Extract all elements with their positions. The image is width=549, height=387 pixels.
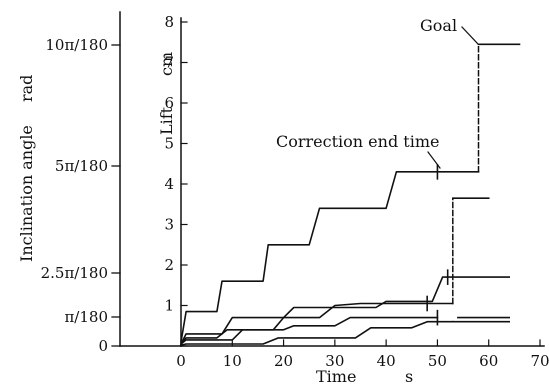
x-axis-unit: s — [405, 367, 413, 386]
annotations: Goal Correction end time — [276, 16, 479, 169]
y-tick-label: 1 — [164, 297, 174, 315]
x-tick-label: 30 — [325, 352, 344, 370]
y-axis-title: Lift — [157, 106, 176, 135]
main-axes: 1 2 3 4 5 6 7 8 0 10 20 30 40 50 60 70 Lift cm Time s — [157, 13, 549, 386]
x-tick-label: 40 — [377, 352, 396, 370]
x-tick-label: 70 — [530, 352, 549, 370]
left-tick-label: π/180 — [64, 308, 108, 326]
x-ticks: 0 10 20 30 40 50 60 70 — [176, 339, 549, 370]
y-axis-unit: cm — [157, 52, 176, 76]
y-tick-label: 6 — [164, 94, 174, 112]
x-tick-label: 20 — [274, 352, 293, 370]
y-tick-label: 5 — [164, 135, 174, 153]
left-ticks: 0 π/180 2.5π/180 5π/180 10π/180 — [41, 36, 121, 355]
series-line — [179, 276, 449, 346]
series-line — [180, 171, 480, 343]
series-3 — [179, 197, 490, 346]
y-tick-label: 8 — [164, 13, 174, 31]
series-line — [180, 320, 454, 347]
x-tick-label: 50 — [428, 352, 447, 370]
goal-leader — [461, 26, 479, 45]
y-tick-label: 2 — [164, 256, 174, 274]
series-line — [179, 302, 454, 346]
series-layer — [179, 43, 521, 347]
left-tick-label: 0 — [98, 337, 108, 355]
left-axis-title: Inclination angle — [17, 125, 36, 262]
series-2 — [179, 269, 510, 346]
y-tick-label: 3 — [164, 216, 174, 234]
x-tick-label: 10 — [223, 352, 242, 370]
x-axis-title: Time — [316, 367, 356, 386]
y-ticks: 1 2 3 4 5 6 7 8 — [164, 13, 188, 347]
goal-label: Goal — [420, 16, 457, 35]
series-4 — [179, 309, 510, 346]
series-1 — [180, 43, 521, 343]
left-axis-unit: rad — [17, 75, 36, 102]
x-tick-label: 60 — [479, 352, 498, 370]
y-tick-label: 7 — [164, 54, 174, 72]
y-tick-label: 4 — [164, 175, 174, 193]
x-tick-label: 0 — [176, 352, 186, 370]
left-tick-label: 5π/180 — [55, 157, 108, 175]
correction-leader — [427, 151, 441, 169]
series-line — [179, 316, 439, 346]
left-tick-label: 10π/180 — [45, 36, 108, 54]
correction-end-label: Correction end time — [276, 132, 439, 151]
left-tick-label: 2.5π/180 — [41, 264, 108, 282]
series-5 — [180, 320, 510, 347]
left-axis: 0 π/180 2.5π/180 5π/180 10π/180 Inclination … — [17, 11, 182, 355]
